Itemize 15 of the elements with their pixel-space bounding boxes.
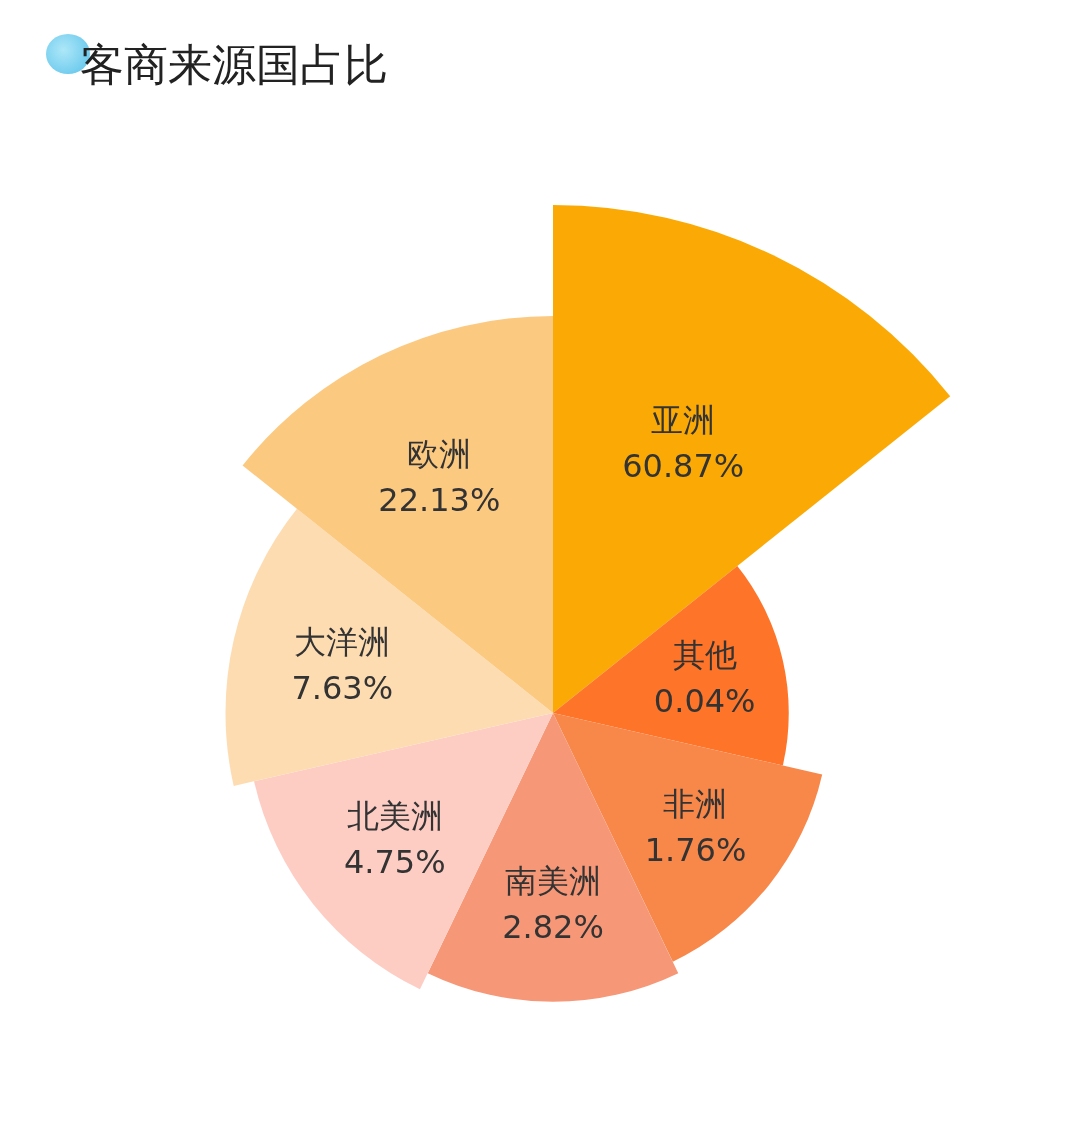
category-label: 南美洲 bbox=[505, 861, 601, 900]
data-label: 1.76% bbox=[644, 830, 747, 869]
category-label: 欧洲 bbox=[407, 434, 472, 473]
data-label: 2.82% bbox=[502, 907, 604, 946]
category-label: 亚洲 bbox=[651, 400, 716, 439]
category-label: 大洋洲 bbox=[294, 622, 391, 661]
data-label: 60.87% bbox=[622, 446, 745, 485]
category-label: 非洲 bbox=[663, 784, 728, 823]
data-label: 0.04% bbox=[653, 682, 756, 721]
data-label: 22.13% bbox=[378, 480, 501, 519]
category-label: 北美洲 bbox=[346, 797, 443, 836]
category-label: 其他 bbox=[672, 636, 737, 675]
data-label: 7.63% bbox=[291, 668, 394, 707]
text: 客商来源国占比 bbox=[80, 38, 388, 92]
data-label: 4.75% bbox=[343, 843, 446, 882]
